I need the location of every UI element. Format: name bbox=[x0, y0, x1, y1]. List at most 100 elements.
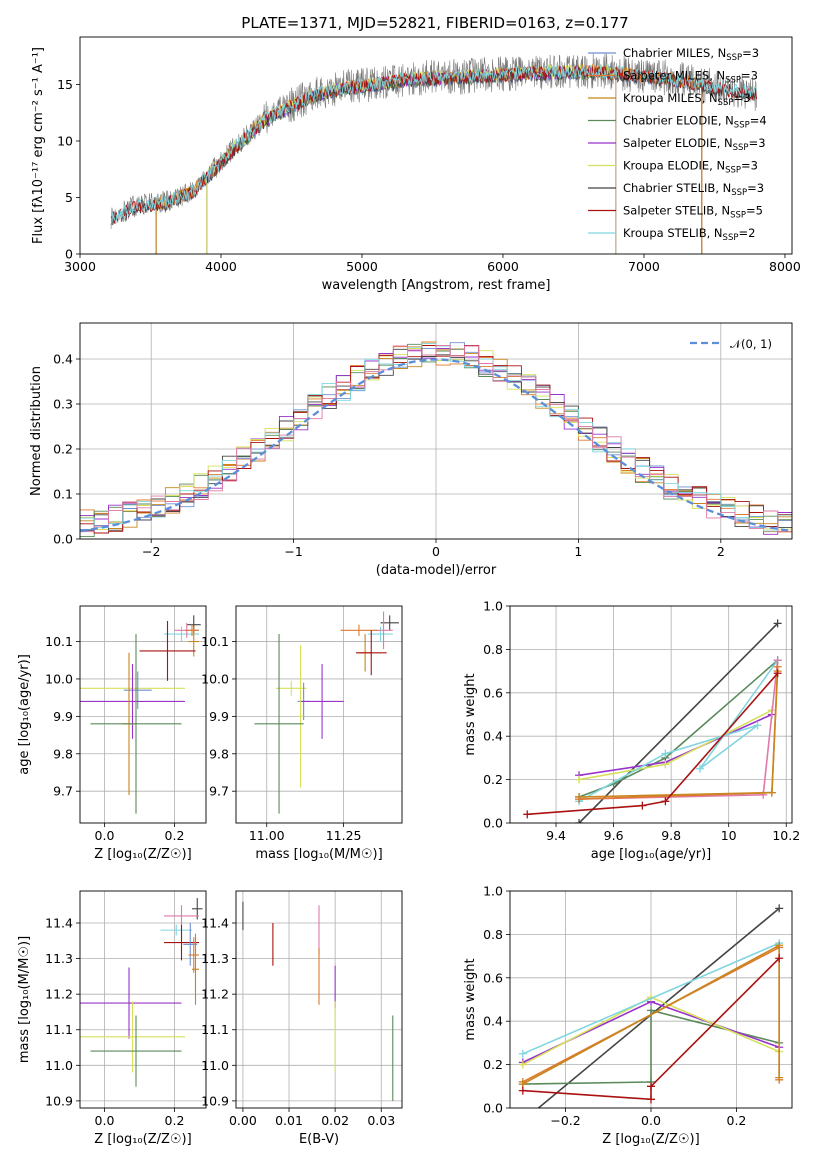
y-tick-label: 0.1 bbox=[53, 487, 73, 502]
series-line-kroupa_miles bbox=[579, 671, 779, 798]
legend-entry: Kroupa ELODIE, NSSP=3 bbox=[623, 159, 758, 176]
gaussian-curve bbox=[80, 358, 792, 533]
axes-frame bbox=[235, 890, 403, 1109]
x-tick-label: 0.2 bbox=[727, 1113, 747, 1128]
y-tick-label: 1.0 bbox=[483, 599, 503, 614]
y-tick-label: 9.7 bbox=[209, 784, 229, 799]
y-tick-label: 11.3 bbox=[201, 951, 229, 966]
plots-layer: 3000 4000 5000 6000 7000 8000051015wavelength… bbox=[17, 36, 801, 1147]
y-tick-label: 11.4 bbox=[45, 916, 73, 931]
x-axis-label: mass [log₁₀(M/M☉)] bbox=[255, 847, 382, 862]
series-line-kroupa_stelib bbox=[578, 659, 779, 803]
data-point bbox=[164, 905, 199, 927]
y-axis-label: mass [log₁₀(M/M☉)] bbox=[17, 936, 32, 1063]
legend-entry: Salpeter ELODIE, NSSP=3 bbox=[623, 136, 766, 153]
y-tick-label: 10 bbox=[57, 133, 73, 148]
x-tick-label: −2 bbox=[142, 544, 160, 559]
y-tick-label: 10.1 bbox=[45, 634, 73, 649]
histogram-salpeter_stelib_pink bbox=[80, 345, 792, 533]
y-tick-label: 10.9 bbox=[45, 1093, 73, 1108]
legend-entry: Chabrier STELIB, NSSP=3 bbox=[623, 181, 764, 198]
y-tick-label: 0.0 bbox=[483, 1101, 503, 1116]
y-axis-label: mass weight bbox=[463, 673, 478, 755]
series-marker bbox=[775, 954, 784, 963]
y-tick-label: 0.4 bbox=[483, 729, 503, 744]
massweight_vs_age-plot-area bbox=[523, 619, 782, 823]
series-marker bbox=[661, 797, 670, 806]
y-tick-label: 10.9 bbox=[201, 1093, 229, 1108]
massweight_vs_age-axes: 9.4 9.6 9.8 10 10.2 0.0 0.2 0.4 0.6 0.8 1.0 age [lo… bbox=[463, 599, 800, 863]
y-tick-label: 0.4 bbox=[483, 1014, 503, 1029]
y-tick-label: 1.0 bbox=[483, 884, 503, 899]
x-tick-label: 0.0 bbox=[95, 828, 115, 843]
axes-frame bbox=[79, 890, 207, 1109]
series-line-chabrier_stelib bbox=[578, 622, 779, 823]
x-tick-label: 11.00 bbox=[249, 828, 285, 843]
series-marker bbox=[661, 749, 670, 758]
series-marker bbox=[518, 1060, 527, 1069]
y-axis-label: Flux [fλ10⁻¹⁷ erg cm⁻² s⁻¹ A⁻¹] bbox=[31, 47, 46, 244]
data-point bbox=[164, 924, 199, 961]
y-tick-label: 0.3 bbox=[53, 397, 73, 412]
series-marker bbox=[519, 1117, 527, 1125]
series-marker bbox=[775, 904, 784, 913]
x-axis-label: age [log₁₀(age/yr)] bbox=[591, 847, 712, 862]
y-tick-label: 0.0 bbox=[53, 532, 73, 547]
x-axis-label: E(B-V) bbox=[299, 1132, 339, 1147]
y-tick-label: 0.2 bbox=[483, 772, 503, 787]
spectrum-legend: Chabrier MILES, NSSP=3 Salpeter MILES, NS… bbox=[588, 46, 767, 243]
y-tick-label: 11.0 bbox=[45, 1058, 73, 1073]
y-tick-label: 5 bbox=[65, 190, 73, 205]
x-tick-label: 0.03 bbox=[367, 1113, 395, 1128]
data-point bbox=[300, 663, 344, 739]
figure-title: PLATE=1371, MJD=52821, FIBERID=0163, z=0… bbox=[241, 14, 628, 32]
x-tick-label: 5000 bbox=[346, 259, 378, 274]
mass_vs_Z-axes: 0.0 0.2 10.9 11.0 11.1 11.2 11.3 11.4 Z [log₁₀(Z… bbox=[17, 891, 206, 1147]
residuals-plot-area bbox=[80, 341, 792, 538]
x-tick-label: 2 bbox=[717, 544, 725, 559]
legend-entry: Kroupa MILES, NSSP=3 bbox=[623, 91, 750, 108]
x-axis-label: Z [log₁₀(Z/Z☉)] bbox=[94, 847, 191, 862]
data-point bbox=[355, 630, 387, 676]
data-point bbox=[80, 967, 182, 1039]
y-tick-label: 11.2 bbox=[45, 987, 73, 1002]
data-point bbox=[123, 671, 152, 709]
series-marker bbox=[518, 1049, 527, 1058]
data-point bbox=[164, 626, 199, 642]
residuals-legend: 𝒩(0, 1) bbox=[690, 337, 772, 351]
x-axis-label: Z [log₁₀(Z/Z☉)] bbox=[602, 1132, 699, 1147]
residuals-axes: −2 −1 0 1 2 0.0 0.1 0.2 0.3 0.4 (data-model)/error… bbox=[29, 323, 792, 578]
axes-frame bbox=[509, 605, 793, 824]
series-marker bbox=[647, 1082, 655, 1091]
age_vs_mass-plot-area bbox=[254, 611, 399, 814]
series-marker bbox=[661, 760, 670, 769]
series-marker bbox=[695, 764, 704, 773]
legend-entry: 𝒩(0, 1) bbox=[730, 337, 772, 351]
x-tick-label: 3000 bbox=[64, 259, 96, 274]
x-tick-label: −1 bbox=[284, 544, 302, 559]
data-point bbox=[188, 626, 199, 657]
series-marker bbox=[775, 941, 784, 950]
data-point bbox=[80, 1001, 185, 1073]
age_vs_mass-axes: 11.00 11.25 9.7 9.8 9.9 10.0 10.1 mass [log₁₀(M… bbox=[201, 606, 402, 862]
x-tick-label: 11.25 bbox=[326, 828, 362, 843]
x-tick-label: 0.2 bbox=[165, 828, 185, 843]
x-tick-label: 0.01 bbox=[275, 1113, 303, 1128]
y-tick-label: 9.9 bbox=[53, 709, 73, 724]
y-tick-label: 11.1 bbox=[201, 1022, 229, 1037]
y-tick-label: 10.1 bbox=[201, 634, 229, 649]
spectrum-model-kroupa_stelib bbox=[110, 63, 757, 225]
y-tick-label: 11.3 bbox=[45, 951, 73, 966]
mass_vs_Z-plot-area bbox=[80, 898, 203, 1087]
y-tick-label: 0.4 bbox=[53, 352, 73, 367]
x-tick-label: 9.6 bbox=[604, 828, 624, 843]
y-axis-label: mass weight bbox=[463, 958, 478, 1040]
y-tick-label: 11.0 bbox=[201, 1058, 229, 1073]
y-tick-label: 10.0 bbox=[201, 671, 229, 686]
axes-frame bbox=[79, 322, 793, 540]
legend-entry: Chabrier MILES, NSSP=3 bbox=[623, 46, 759, 63]
data-point bbox=[139, 620, 196, 681]
legend-entry: Kroupa STELIB, NSSP=2 bbox=[623, 226, 755, 243]
data-point bbox=[188, 937, 199, 973]
